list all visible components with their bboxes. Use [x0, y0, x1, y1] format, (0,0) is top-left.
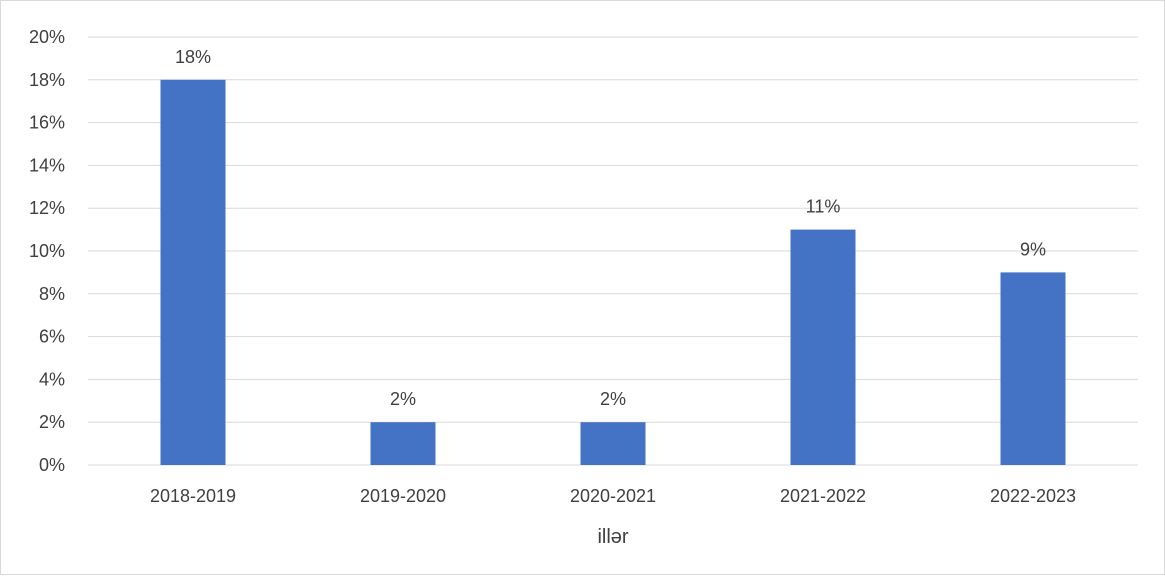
x-tick-label: 2022-2023	[990, 486, 1076, 506]
bar	[580, 422, 646, 465]
y-tick-label: 16%	[29, 113, 65, 133]
y-tick-label: 8%	[39, 284, 65, 304]
y-tick-label: 18%	[29, 70, 65, 90]
y-tick-label: 4%	[39, 369, 65, 389]
data-label: 9%	[1020, 239, 1046, 259]
y-tick-label: 6%	[39, 327, 65, 347]
y-axis-tick-labels: 0% 2% 4% 6% 8% 10% 12% 14% 16% 18% 20%	[29, 27, 65, 475]
y-tick-label: 14%	[29, 155, 65, 175]
bar	[790, 229, 856, 465]
x-axis-tick-labels: 2018-2019 2019-2020 2020-2021 2021-2022 2022…	[150, 486, 1076, 506]
y-tick-label: 0%	[39, 455, 65, 475]
data-label: 11%	[806, 197, 841, 217]
y-tick-label: 12%	[29, 198, 65, 218]
bar	[370, 422, 436, 465]
bar	[1000, 272, 1066, 465]
y-tick-label: 20%	[29, 27, 65, 47]
gridlines	[88, 36, 1138, 466]
bars	[160, 79, 1066, 466]
y-tick-label: 10%	[29, 241, 65, 261]
x-tick-label: 2020-2021	[570, 486, 656, 506]
bar	[160, 79, 226, 466]
x-tick-label: 2018-2019	[150, 486, 236, 506]
data-label: 18%	[175, 47, 211, 67]
y-tick-label: 2%	[39, 412, 65, 432]
data-label: 2%	[390, 389, 416, 409]
data-label: 2%	[600, 389, 626, 409]
x-tick-label: 2019-2020	[360, 486, 446, 506]
x-tick-label: 2021-2022	[780, 486, 866, 506]
x-axis-title: illər	[597, 526, 628, 548]
data-labels: 18% 2% 2% 11% 9%	[175, 47, 1046, 409]
